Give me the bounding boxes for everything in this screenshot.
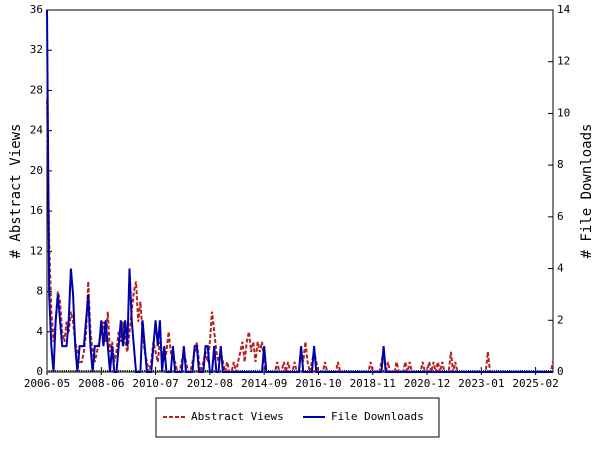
legend-box (155, 397, 440, 438)
x-tick-label: 2016-10 (295, 377, 341, 390)
x-tick-label: 2014-09 (241, 377, 287, 390)
y2-tick-label: 8 (557, 158, 564, 171)
y-tick-label: 12 (30, 244, 43, 257)
x-tick-label: 2006-05 (24, 377, 70, 390)
y-tick-label: 36 (30, 3, 43, 16)
legend-label: Abstract Views (191, 410, 284, 423)
y-tick-label: 4 (36, 325, 43, 338)
legend-label: File Downloads (331, 410, 424, 423)
y-tick-label: 16 (30, 204, 43, 217)
x-tick-label: 2010-07 (132, 377, 178, 390)
y2-tick-label: 2 (557, 313, 564, 326)
y-tick-label: 28 (30, 83, 43, 96)
y2-tick-label: 4 (557, 262, 564, 275)
x-tick-label: 2018-11 (350, 377, 396, 390)
x-tick-label: 2025-02 (512, 377, 558, 390)
x-tick-label: 2012-08 (187, 377, 233, 390)
x-tick-label: 2023-01 (458, 377, 504, 390)
x-tick-label: 2008-06 (78, 377, 124, 390)
x-tick-label: 2020-12 (404, 377, 450, 390)
y2-tick-label: 12 (557, 55, 570, 68)
y2-tick-label: 10 (557, 106, 570, 119)
y-axis-label: # Abstract Views (8, 124, 24, 259)
y-tick-label: 0 (36, 365, 43, 378)
y2-tick-label: 14 (557, 3, 571, 16)
plot-frame (46, 9, 554, 373)
y-tick-label: 20 (30, 164, 43, 177)
y2-axis-label: # File Downloads (579, 124, 595, 259)
y-tick-label: 8 (36, 285, 43, 298)
y2-tick-label: 6 (557, 210, 564, 223)
y2-tick-label: 0 (557, 365, 564, 378)
y-tick-label: 24 (30, 124, 44, 137)
y-tick-label: 32 (30, 43, 43, 56)
series-line (46, 9, 553, 373)
